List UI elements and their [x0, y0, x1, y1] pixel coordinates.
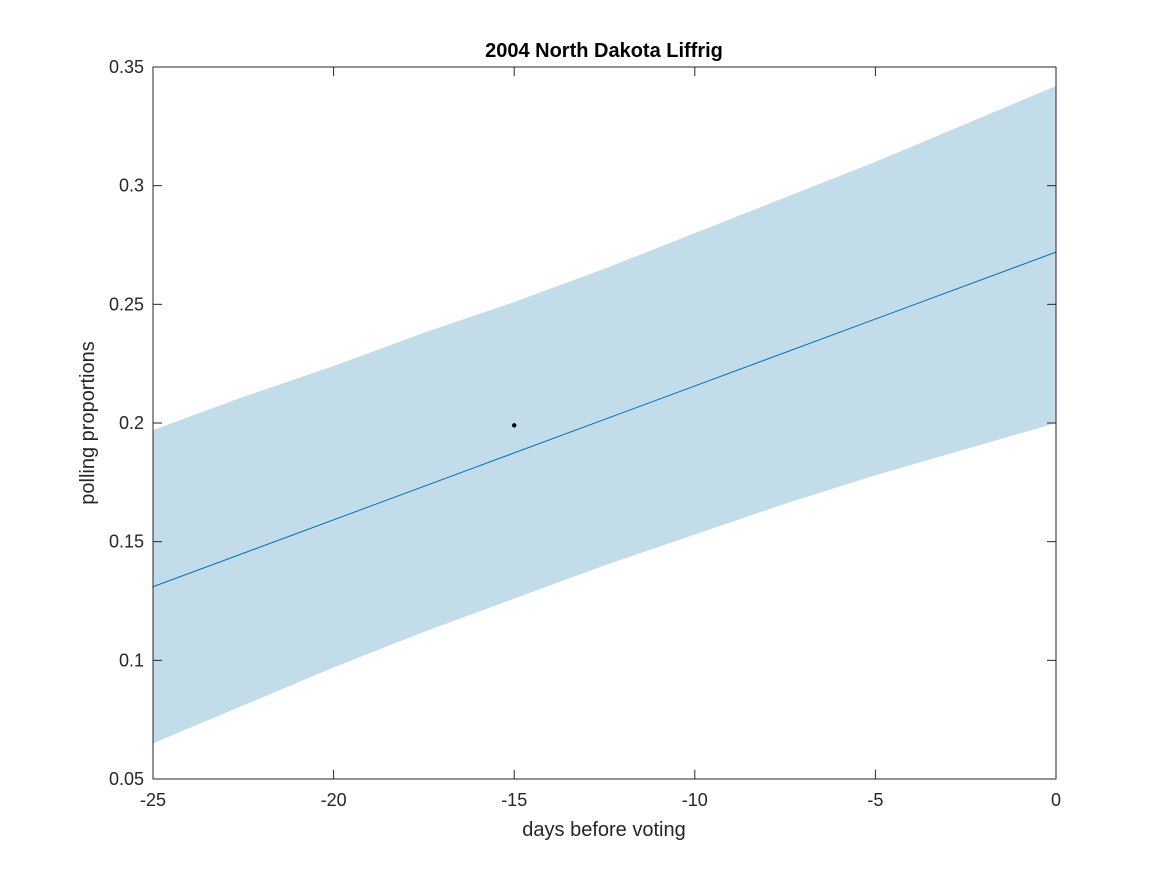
x-tick-label: 0 [1051, 790, 1061, 810]
x-axis-label: days before voting [522, 819, 685, 841]
y-tick-label: 0.15 [109, 532, 144, 552]
x-tick-label: -5 [867, 790, 883, 810]
y-tick-label: 0.35 [109, 57, 144, 77]
y-tick-label: 0.3 [119, 176, 144, 196]
y-tick-label: 0.25 [109, 294, 144, 314]
y-tick-label: 0.2 [119, 413, 144, 433]
x-tick-label: -25 [140, 790, 166, 810]
trend-line-layer [152, 251, 1057, 588]
x-tick-label: -15 [501, 790, 527, 810]
confidence-band [153, 85, 1056, 744]
y-tick-label: 0.1 [119, 650, 144, 670]
data-point-layer [512, 423, 517, 428]
x-tick-label: -20 [321, 790, 347, 810]
x-axis-ticks: -25 -20 -15 -10 -5 0 [140, 67, 1061, 810]
chart-title: 2004 North Dakota Liffrig [485, 40, 723, 62]
y-axis-label: polling proportions [77, 341, 99, 504]
y-axis-ticks: 0.05 0.1 0.15 0.2 0.25 0.3 0.35 [109, 57, 1056, 789]
poll-data-point [512, 423, 517, 428]
confidence-band-layer [153, 85, 1056, 744]
y-tick-label: 0.05 [109, 769, 144, 789]
x-tick-label: -10 [682, 790, 708, 810]
trend-line [152, 251, 1057, 588]
